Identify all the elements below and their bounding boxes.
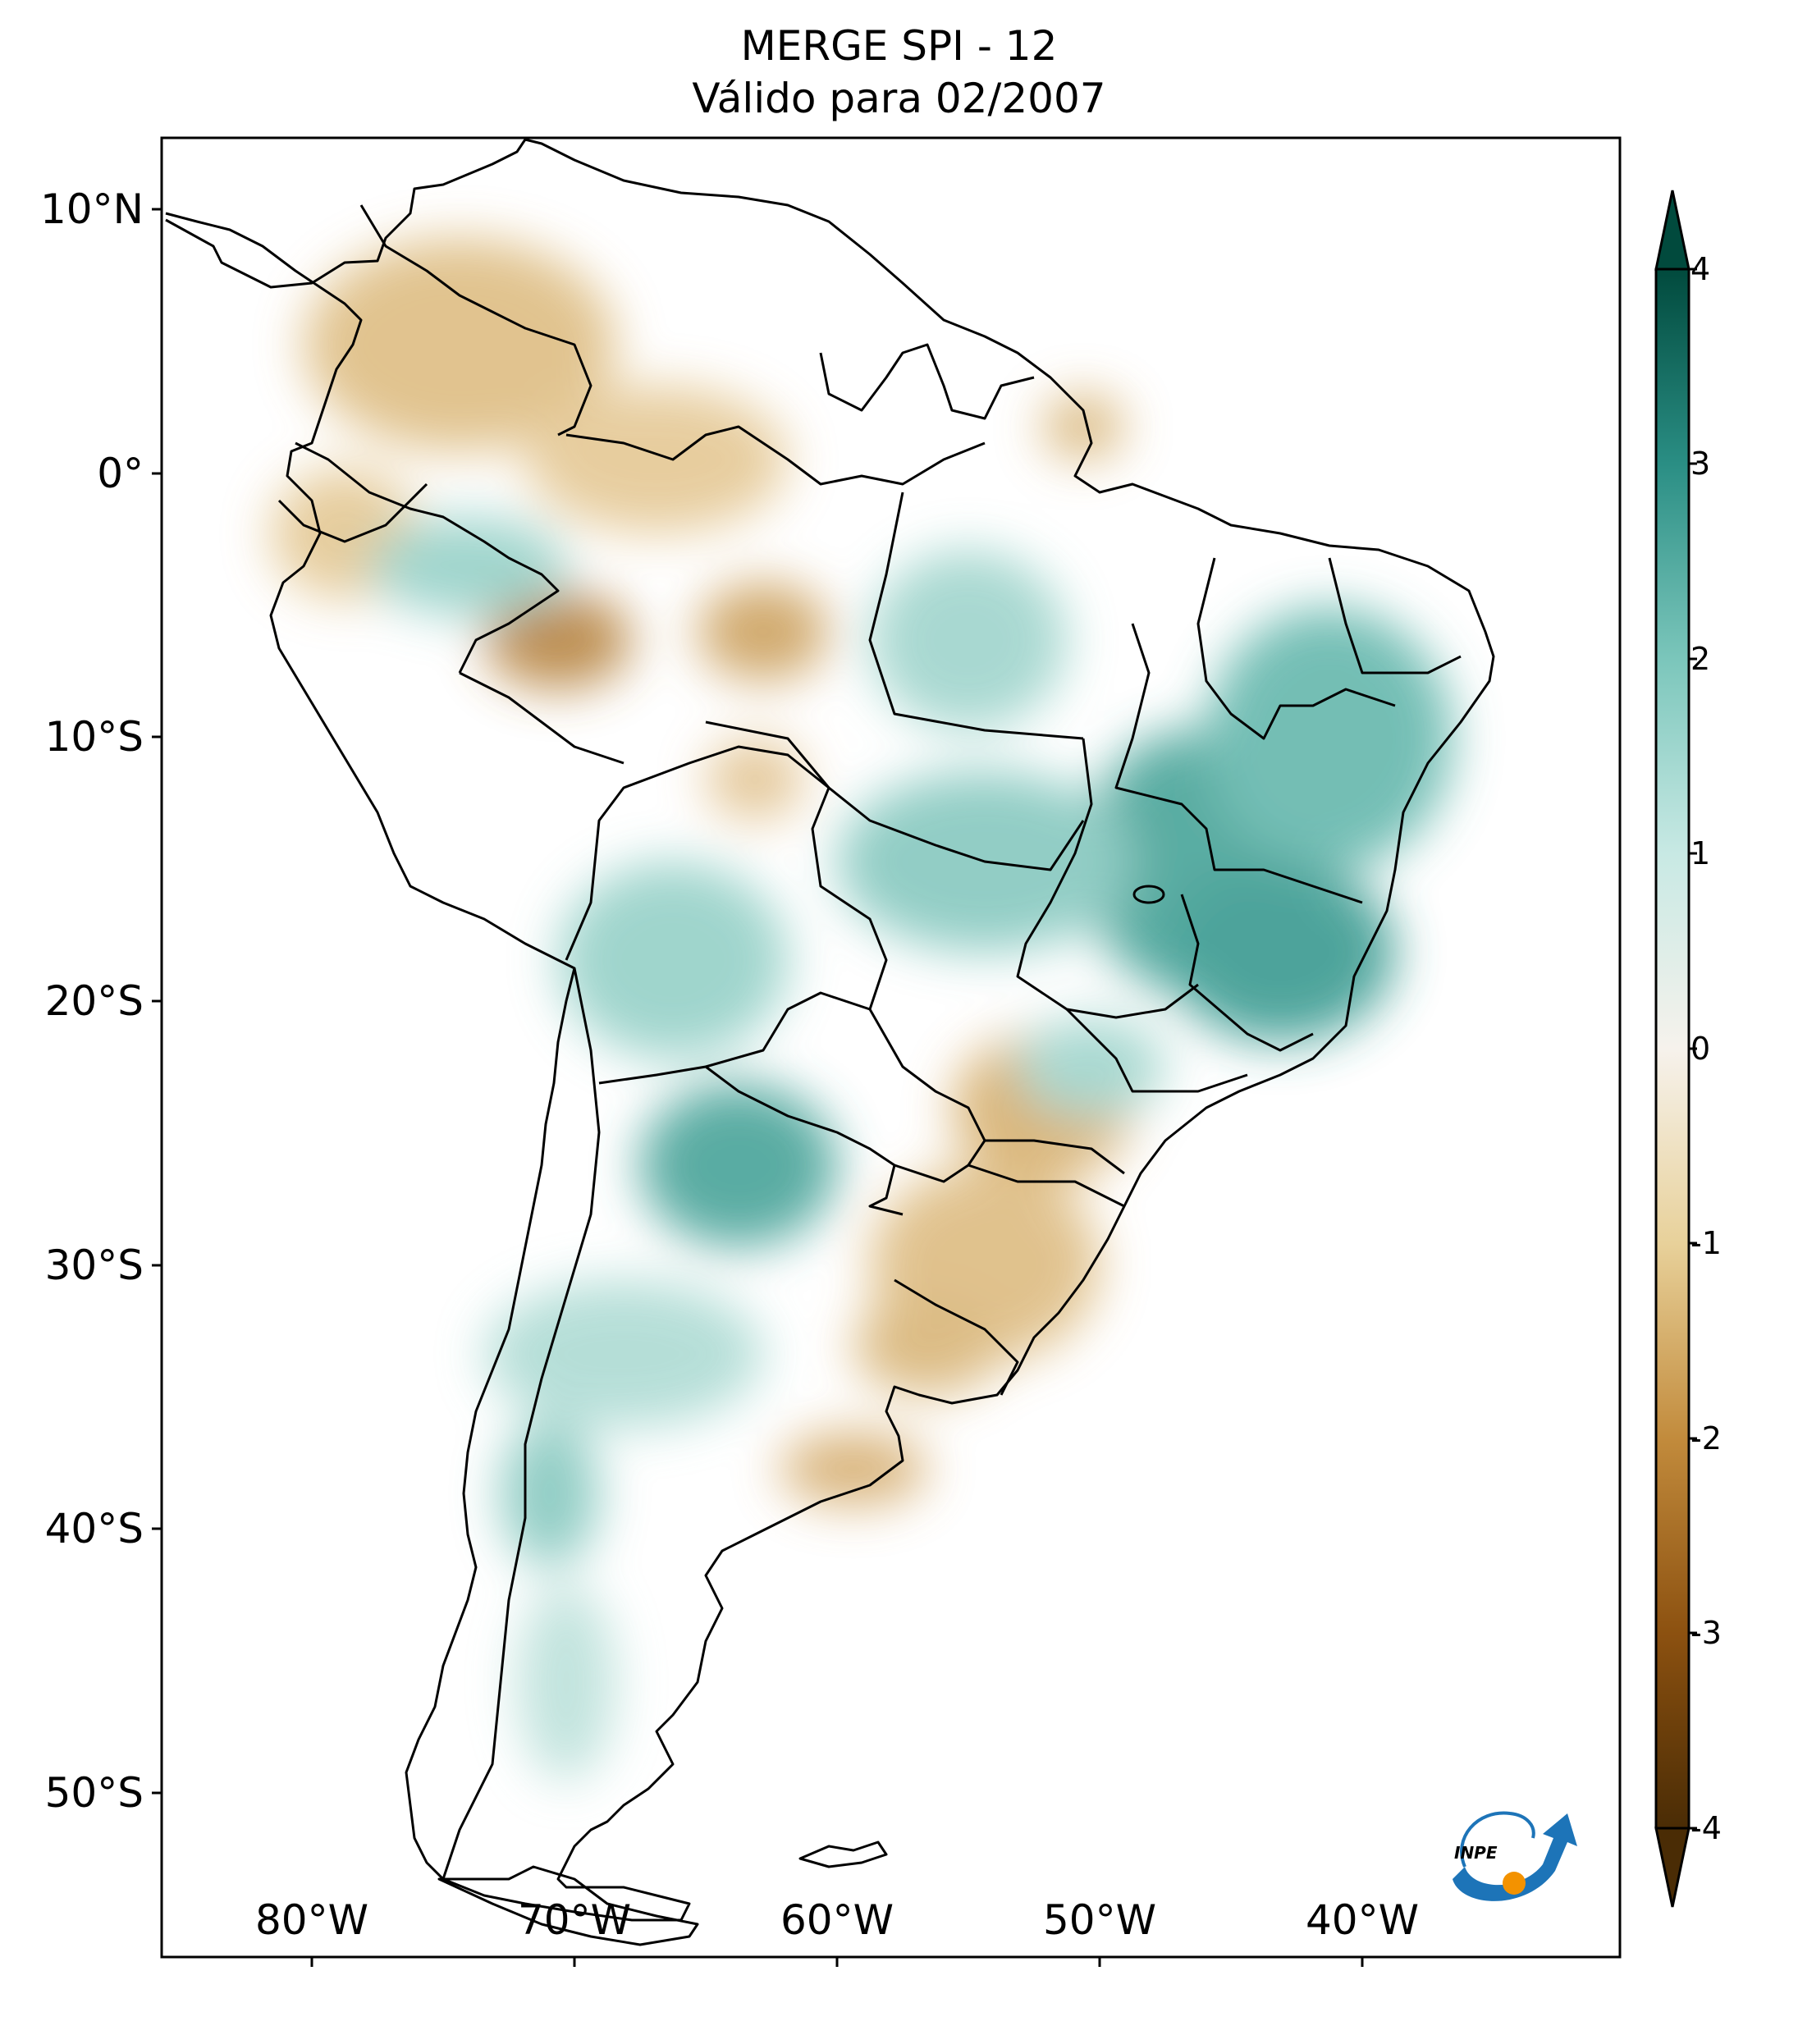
map-title-line-1: MERGE SPI - 12 [740, 22, 1058, 70]
brazil-state-borders-7 [1065, 1008, 1248, 1093]
lake-marker [1132, 885, 1165, 904]
colombia-venezuela-border [359, 204, 592, 437]
tierra-del-fuego [437, 1865, 699, 1946]
bolivia-border [565, 745, 888, 1010]
uruguay-border [894, 1278, 1019, 1396]
lon-label-70w: 70°W [517, 1896, 632, 1944]
colorbar-label: -1 [1690, 1225, 1722, 1261]
lon-label-80w: 80°W [254, 1896, 369, 1944]
lat-label-20s: 20°S [44, 977, 144, 1025]
colorbar [1654, 190, 1697, 1908]
brazil-state-borders-6 [1328, 557, 1462, 674]
lon-label-50w: 50°W [1042, 1896, 1157, 1944]
colorbar-label: -2 [1690, 1420, 1722, 1456]
lat-label-10s: 10°S [44, 713, 144, 761]
argentina-north-border [598, 1065, 904, 1216]
lon-label-60w: 60°W [780, 1896, 894, 1944]
colorbar-ticks [1689, 268, 1697, 1830]
colorbar-gradient [1654, 268, 1690, 1830]
guianas-borders [819, 343, 1035, 420]
ecuador-border [277, 482, 428, 543]
brazil-state-borders-10 [1180, 894, 1314, 1052]
paraguay-border [705, 991, 986, 1183]
colorbar-min-extend [1654, 1827, 1690, 1908]
chile-argentina-border [441, 967, 601, 1880]
colorbar-label: -3 [1690, 1615, 1722, 1651]
colorbar-label: 3 [1690, 446, 1711, 482]
brazil-state-borders-2 [705, 720, 1085, 871]
colorbar-label: 1 [1690, 835, 1711, 871]
inpe-logo: INPE [1453, 1811, 1577, 1901]
colorbar-label: 2 [1690, 641, 1711, 677]
falkland-islands [798, 1841, 888, 1868]
colorbar-label: 0 [1690, 1031, 1711, 1067]
lat-label-50s: 50°S [44, 1769, 144, 1817]
lat-label-40s: 40°S [44, 1505, 144, 1552]
spi-field [271, 238, 1453, 1781]
lat-label-0: 0° [97, 450, 144, 497]
peru-colombia-border [295, 441, 560, 674]
brazil-state-borders-5 [1196, 557, 1396, 740]
colorbar-label: 4 [1690, 251, 1711, 287]
continent-coastline [165, 138, 1495, 1922]
peru-brazil-border [459, 671, 624, 765]
brazil-state-borders [868, 492, 1084, 740]
lat-ticks [152, 208, 162, 1795]
lon-label-40w: 40°W [1305, 1896, 1420, 1944]
map-frame [160, 136, 1622, 1959]
brazil-north-border [565, 425, 986, 486]
map-title-line-2: Válido para 02/2007 [692, 75, 1106, 122]
brazil-state-borders-4 [1114, 623, 1363, 904]
brazil-state-borders-9 [968, 1164, 1125, 1208]
lon-ticks [310, 1957, 1364, 1967]
colorbar-label: -4 [1690, 1810, 1722, 1846]
brazil-state-borders-3 [1016, 738, 1199, 1019]
colorbar-max-extend [1654, 190, 1690, 271]
brazil-state-borders-8 [985, 1139, 1125, 1175]
lat-label-10n: 10°N [39, 185, 144, 233]
logo-text: INPE [1454, 1843, 1498, 1863]
lat-label-30s: 30°S [44, 1241, 144, 1289]
boundary-lines [165, 138, 1495, 1946]
map-area [162, 138, 1620, 1957]
